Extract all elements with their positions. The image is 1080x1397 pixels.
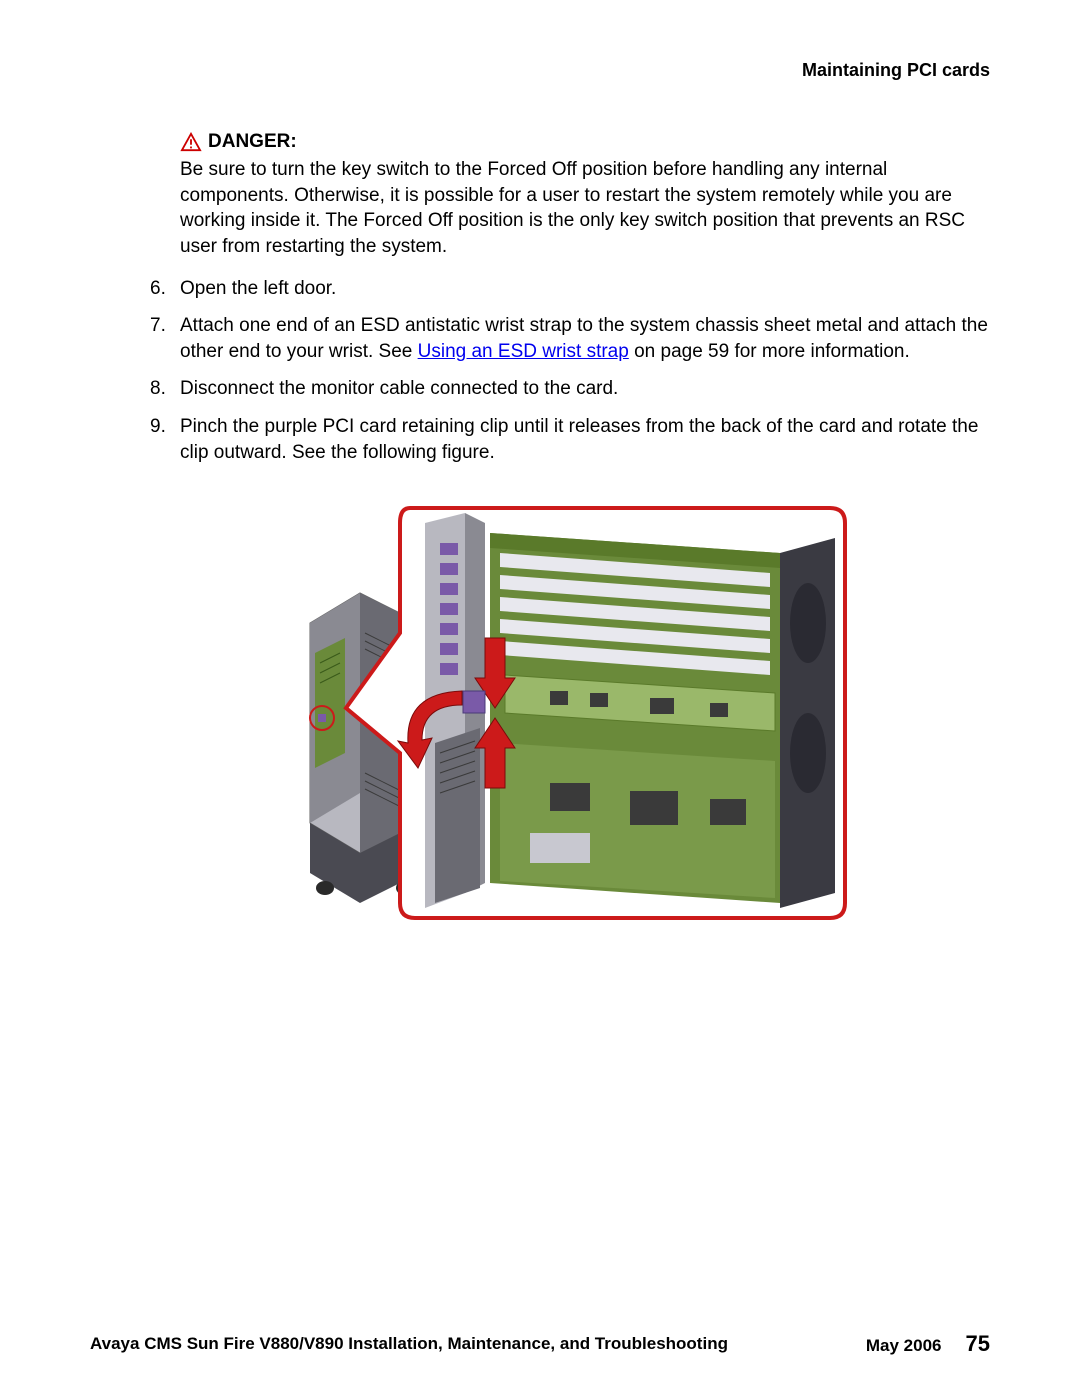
list-item: 8. Disconnect the monitor cable connecte… bbox=[150, 376, 990, 402]
pci-card-figure bbox=[290, 493, 850, 933]
step-text: Open the left door. bbox=[180, 276, 990, 302]
footer-date: May 2006 bbox=[866, 1336, 942, 1356]
esd-wrist-strap-link[interactable]: Using an ESD wrist strap bbox=[418, 341, 629, 362]
step-text: Disconnect the monitor cable connected t… bbox=[180, 376, 990, 402]
figure-container bbox=[150, 493, 990, 933]
warning-triangle-icon bbox=[180, 132, 202, 152]
list-item: 7. Attach one end of an ESD antistatic w… bbox=[150, 313, 990, 364]
footer-doc-title: Avaya CMS Sun Fire V880/V890 Installatio… bbox=[90, 1334, 728, 1354]
document-page: Maintaining PCI cards DANGER: Be sure to… bbox=[0, 0, 1080, 1397]
step-list: 6. Open the left door. 7. Attach one end… bbox=[90, 276, 990, 466]
danger-callout: DANGER: Be sure to turn the key switch t… bbox=[180, 131, 990, 260]
list-item: 6. Open the left door. bbox=[150, 276, 990, 302]
list-item: 9. Pinch the purple PCI card retaining c… bbox=[150, 414, 990, 465]
footer-page-number: 75 bbox=[966, 1331, 990, 1357]
step-number: 6. bbox=[150, 276, 180, 302]
page-footer: Avaya CMS Sun Fire V880/V890 Installatio… bbox=[90, 1311, 990, 1357]
danger-text: Be sure to turn the key switch to the Fo… bbox=[180, 157, 990, 260]
step-number: 8. bbox=[150, 376, 180, 402]
step-text-after: on page 59 for more information. bbox=[629, 341, 910, 362]
section-header: Maintaining PCI cards bbox=[90, 60, 990, 81]
danger-label: DANGER: bbox=[208, 131, 297, 153]
magnified-interior bbox=[398, 513, 835, 908]
danger-header: DANGER: bbox=[180, 131, 990, 153]
step-number: 9. bbox=[150, 414, 180, 465]
step-text: Pinch the purple PCI card retaining clip… bbox=[180, 414, 990, 465]
page-content: DANGER: Be sure to turn the key switch t… bbox=[90, 131, 990, 1311]
step-text: Attach one end of an ESD antistatic wris… bbox=[180, 313, 990, 364]
step-number: 7. bbox=[150, 313, 180, 364]
footer-right: May 2006 75 bbox=[866, 1331, 990, 1357]
